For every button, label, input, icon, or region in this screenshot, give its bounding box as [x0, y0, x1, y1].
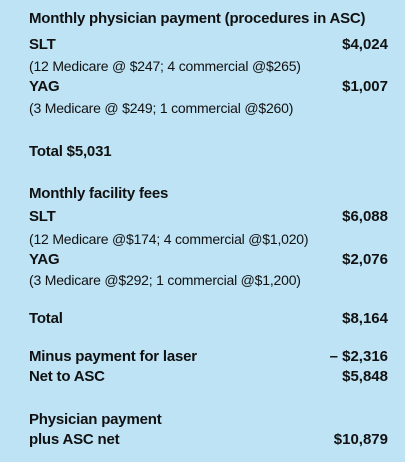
slt-facility-detail: (12 Medicare @$174; 4 commercial @$1,020… — [29, 229, 388, 249]
row-value: $10,879 — [333, 430, 388, 448]
row-value: $1,007 — [342, 77, 388, 95]
row-label: Monthly physician payment (procedures in… — [29, 9, 366, 27]
row-label: (3 Medicare @ $249; 1 commercial @$260) — [29, 100, 294, 116]
row-label: (3 Medicare @$292; 1 commercial @$1,200) — [29, 272, 301, 288]
row-label: Physician payment — [29, 410, 162, 428]
yag-facility-detail: (3 Medicare @$292; 1 commercial @$1,200) — [29, 270, 388, 290]
row-value: $2,076 — [342, 250, 388, 268]
row-value: $5,848 — [342, 367, 388, 385]
row-label: Minus payment for laser — [29, 347, 197, 365]
section-title-facility-fees: Monthly facility fees — [29, 183, 388, 203]
row-label: SLT — [29, 35, 56, 53]
slt-physician-detail: (12 Medicare @ $247; 4 commercial @$265) — [29, 56, 388, 76]
row-label: (12 Medicare @$174; 4 commercial @$1,020… — [29, 231, 309, 247]
row-label: plus ASC net — [29, 430, 120, 448]
row-label: Monthly facility fees — [29, 184, 169, 202]
facility-total-row: Total $8,164 — [29, 308, 388, 328]
slt-facility-row: SLT $6,088 — [29, 206, 388, 226]
section-title-physician-payment: Monthly physician payment (procedures in… — [29, 8, 388, 28]
physician-total-row: Total $5,031 — [29, 141, 388, 161]
slt-physician-row: SLT $4,024 — [29, 34, 388, 54]
row-value: $4,024 — [342, 35, 388, 53]
yag-physician-detail: (3 Medicare @ $249; 1 commercial @$260) — [29, 98, 388, 118]
yag-facility-row: YAG $2,076 — [29, 249, 388, 269]
row-label: SLT — [29, 207, 56, 225]
yag-physician-row: YAG $1,007 — [29, 76, 388, 96]
row-value: $8,164 — [342, 309, 388, 327]
row-label: Total — [29, 309, 63, 327]
row-label: Total $5,031 — [29, 142, 112, 160]
row-label: YAG — [29, 77, 60, 95]
row-label: (12 Medicare @ $247; 4 commercial @$265) — [29, 58, 301, 74]
row-value: $6,088 — [342, 207, 388, 225]
row-value: – $2,316 — [329, 347, 388, 365]
plus-asc-net-row: plus ASC net $10,879 — [29, 429, 388, 449]
row-label: Net to ASC — [29, 367, 105, 385]
net-to-asc-row: Net to ASC $5,848 — [29, 366, 388, 386]
physician-payment-row: Physician payment — [29, 409, 388, 429]
laser-payment-row: Minus payment for laser – $2,316 — [29, 346, 388, 366]
row-label: YAG — [29, 250, 60, 268]
